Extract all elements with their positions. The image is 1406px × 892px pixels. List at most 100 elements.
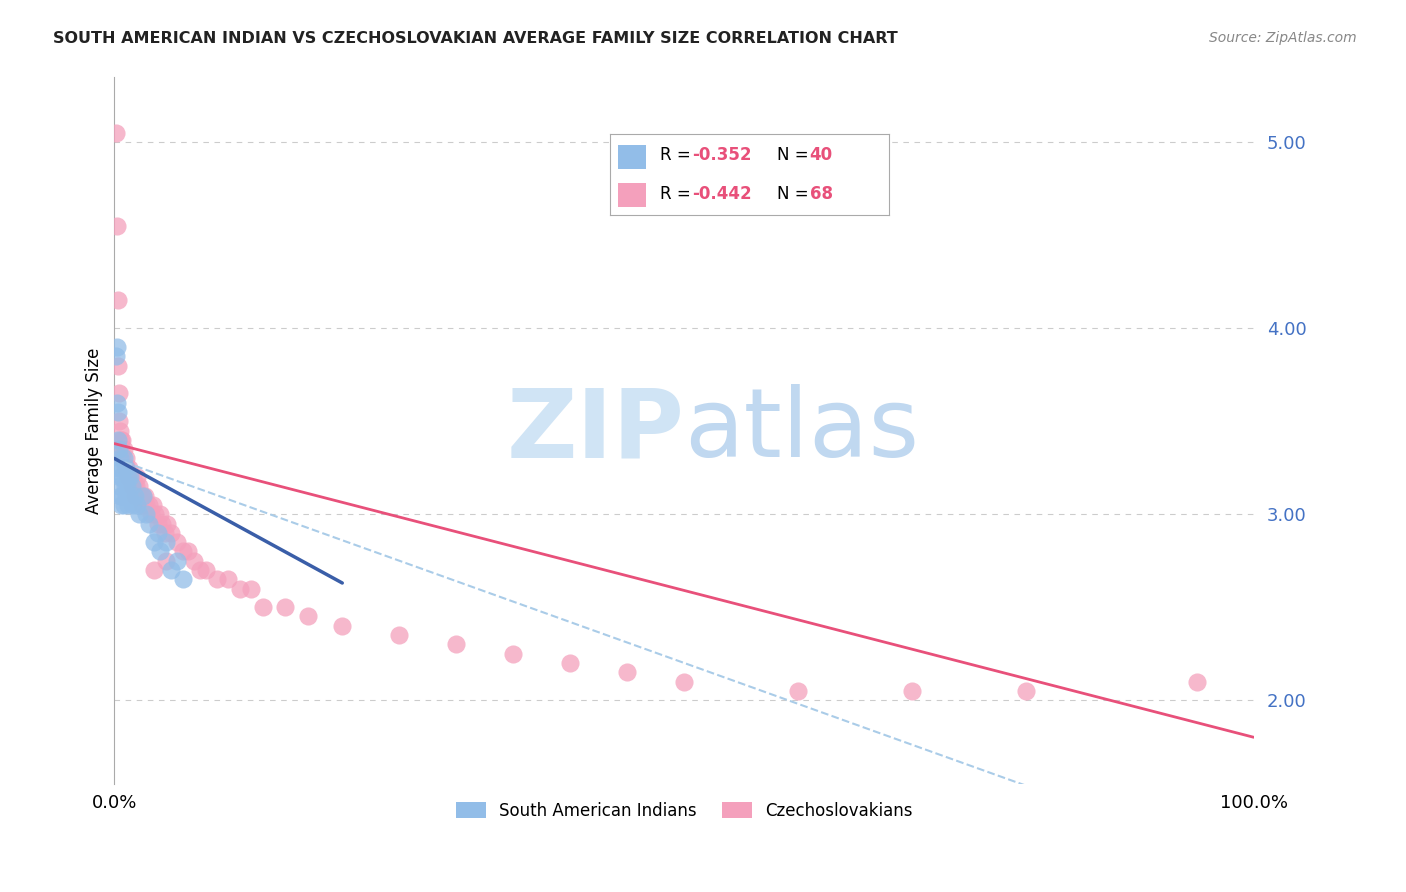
Point [108, 479, 131, 493]
Point [112, 442, 135, 457]
Point [121, 470, 143, 484]
Point [107, 293, 129, 308]
Legend: South American Indians, Czechoslovakians: South American Indians, Czechoslovakians [451, 797, 918, 825]
Point [127, 470, 149, 484]
Point [139, 507, 162, 521]
Point [127, 498, 149, 512]
Point [121, 479, 143, 493]
Point [117, 470, 139, 484]
Point [107, 359, 129, 373]
Point [330, 619, 353, 633]
Point [118, 489, 141, 503]
Point [108, 386, 131, 401]
Point [120, 470, 142, 484]
Point [188, 563, 211, 577]
Point [1015, 683, 1038, 698]
Point [194, 563, 217, 577]
Point [111, 470, 134, 484]
Point [104, 126, 127, 140]
Point [166, 535, 188, 549]
Point [153, 525, 176, 540]
Point [134, 489, 156, 503]
Point [444, 637, 467, 651]
Text: Source: ZipAtlas.com: Source: ZipAtlas.com [1209, 31, 1357, 45]
Point [121, 498, 143, 512]
Point [146, 516, 169, 531]
Point [108, 470, 131, 484]
Point [105, 395, 128, 409]
Point [107, 460, 129, 475]
Point [160, 563, 183, 577]
Point [149, 507, 172, 521]
Point [131, 498, 153, 512]
Point [129, 489, 152, 503]
Point [156, 516, 179, 531]
Point [128, 507, 150, 521]
Point [104, 349, 127, 363]
Point [114, 451, 136, 466]
Point [108, 414, 131, 428]
Point [183, 554, 205, 568]
Text: SOUTH AMERICAN INDIAN VS CZECHOSLOVAKIAN AVERAGE FAMILY SIZE CORRELATION CHART: SOUTH AMERICAN INDIAN VS CZECHOSLOVAKIAN… [53, 31, 898, 46]
Point [150, 516, 173, 531]
Point [110, 433, 132, 447]
Point [132, 498, 155, 512]
Point [160, 525, 183, 540]
Point [132, 489, 155, 503]
Point [114, 479, 136, 493]
Point [111, 433, 134, 447]
Point [108, 442, 131, 457]
Point [252, 600, 274, 615]
Point [111, 451, 134, 466]
Point [205, 572, 228, 586]
Point [105, 340, 128, 354]
Point [117, 498, 139, 512]
Point [115, 460, 138, 475]
Point [149, 544, 172, 558]
Point [166, 554, 188, 568]
Point [128, 479, 150, 493]
Point [110, 442, 132, 457]
Point [502, 647, 524, 661]
Point [107, 405, 129, 419]
Point [112, 451, 135, 466]
Point [114, 489, 136, 503]
Point [1185, 674, 1208, 689]
Point [120, 470, 142, 484]
Point [143, 563, 166, 577]
Point [901, 683, 924, 698]
Point [138, 516, 160, 531]
Point [155, 535, 177, 549]
Point [146, 525, 169, 540]
Point [217, 572, 239, 586]
Point [110, 498, 132, 512]
Point [673, 674, 696, 689]
Point [124, 489, 146, 503]
Point [110, 460, 132, 475]
Point [177, 544, 200, 558]
Point [108, 489, 131, 503]
Point [229, 582, 252, 596]
Point [118, 460, 141, 475]
Point [115, 479, 138, 493]
Point [787, 683, 810, 698]
Point [117, 470, 139, 484]
Point [172, 572, 194, 586]
Point [132, 489, 155, 503]
Point [121, 479, 143, 493]
Point [108, 451, 131, 466]
Point [108, 424, 131, 438]
Point [107, 433, 129, 447]
Point [135, 498, 157, 512]
Point [143, 535, 166, 549]
Point [142, 498, 165, 512]
Point [172, 544, 194, 558]
Point [111, 489, 134, 503]
Point [240, 582, 263, 596]
Point [135, 507, 157, 521]
Point [125, 479, 148, 493]
Text: atlas: atlas [685, 384, 920, 477]
Point [145, 507, 167, 521]
Point [124, 489, 146, 503]
Point [138, 498, 160, 512]
